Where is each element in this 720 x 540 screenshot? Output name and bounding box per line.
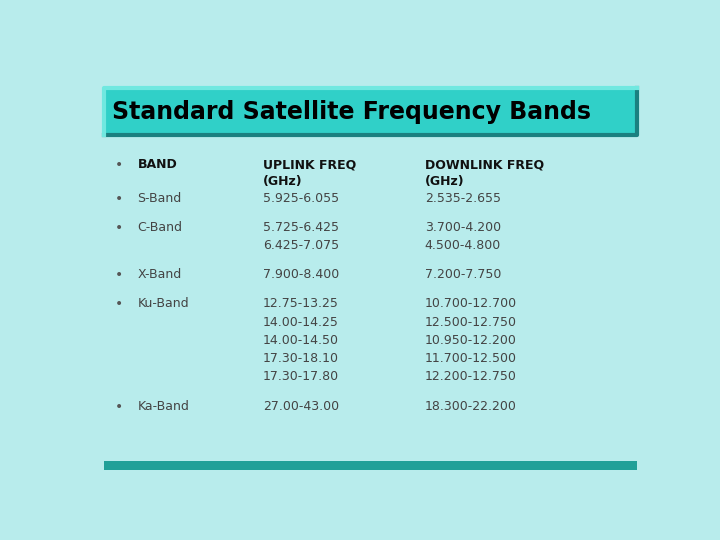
Text: 14.00-14.50: 14.00-14.50 xyxy=(263,334,339,347)
Text: •: • xyxy=(115,297,123,311)
Text: UPLINK FREQ: UPLINK FREQ xyxy=(263,158,356,171)
Text: 5.925-6.055: 5.925-6.055 xyxy=(263,192,339,205)
Text: (GHz): (GHz) xyxy=(425,175,464,188)
Text: S-Band: S-Band xyxy=(138,192,181,205)
Bar xyxy=(104,87,637,136)
Text: X-Band: X-Band xyxy=(138,268,181,281)
Text: 7.900-8.400: 7.900-8.400 xyxy=(263,268,339,281)
Text: BAND: BAND xyxy=(138,158,177,171)
Text: C-Band: C-Band xyxy=(138,221,182,234)
Text: 12.75-13.25: 12.75-13.25 xyxy=(263,297,339,310)
Text: 27.00-43.00: 27.00-43.00 xyxy=(263,400,339,413)
Text: Standard Satellite Frequency Bands: Standard Satellite Frequency Bands xyxy=(112,99,591,124)
Text: 10.950-12.200: 10.950-12.200 xyxy=(425,334,517,347)
Text: •: • xyxy=(115,158,123,172)
Text: 11.700-12.500: 11.700-12.500 xyxy=(425,352,517,365)
Text: •: • xyxy=(115,192,123,206)
Text: 5.725-6.425: 5.725-6.425 xyxy=(263,221,339,234)
Text: Ku-Band: Ku-Band xyxy=(138,297,189,310)
Text: Ka-Band: Ka-Band xyxy=(138,400,189,413)
Text: •: • xyxy=(115,221,123,235)
Text: 7.200-7.750: 7.200-7.750 xyxy=(425,268,501,281)
Text: 17.30-17.80: 17.30-17.80 xyxy=(263,370,339,383)
Text: •: • xyxy=(115,268,123,282)
Text: 12.500-12.750: 12.500-12.750 xyxy=(425,315,517,328)
Text: 4.500-4.800: 4.500-4.800 xyxy=(425,239,501,252)
Text: 6.425-7.075: 6.425-7.075 xyxy=(263,239,339,252)
Text: 17.30-18.10: 17.30-18.10 xyxy=(263,352,339,365)
Text: •: • xyxy=(115,400,123,414)
Text: 14.00-14.25: 14.00-14.25 xyxy=(263,315,339,328)
Text: 10.700-12.700: 10.700-12.700 xyxy=(425,297,517,310)
Bar xyxy=(104,461,637,470)
Text: 2.535-2.655: 2.535-2.655 xyxy=(425,192,501,205)
Text: 3.700-4.200: 3.700-4.200 xyxy=(425,221,501,234)
Text: (GHz): (GHz) xyxy=(263,175,302,188)
Text: 18.300-22.200: 18.300-22.200 xyxy=(425,400,517,413)
Text: DOWNLINK FREQ: DOWNLINK FREQ xyxy=(425,158,544,171)
Text: 12.200-12.750: 12.200-12.750 xyxy=(425,370,517,383)
